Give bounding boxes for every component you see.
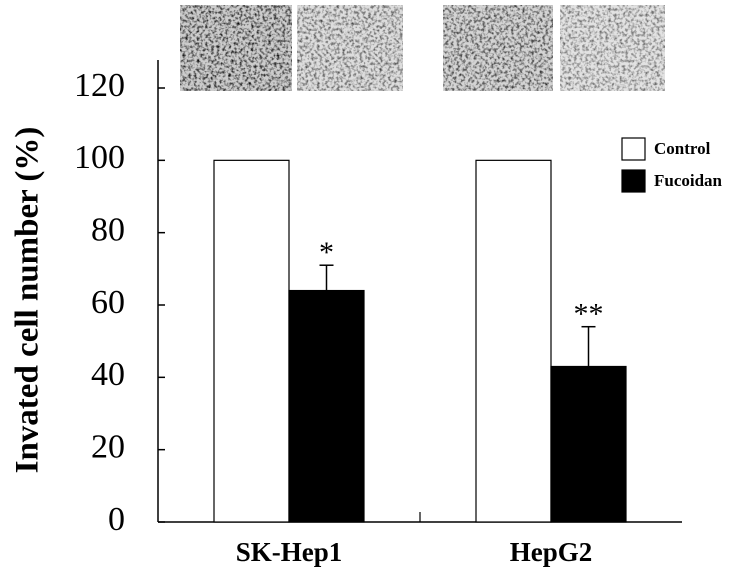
annotation: ** [574,298,604,331]
bar [213,159,290,523]
y-tick-label: 120 [74,67,125,104]
y-tick-label: 60 [91,284,125,321]
y-tick-label: 0 [108,501,125,538]
legend-swatch [621,169,646,193]
micrograph-texture [180,5,292,91]
micrograph-texture [560,5,665,91]
legend-label: Control [654,139,711,158]
legend-swatch [621,137,646,161]
y-tick-label: 80 [91,211,125,248]
bar [288,289,365,523]
x-tick-label: HepG2 [510,537,593,567]
legend-label: Fucoidan [654,171,723,190]
micrograph-texture [443,5,553,91]
x-tick-label: SK-Hep1 [236,537,343,567]
bar [475,159,552,523]
micrograph-texture [297,5,403,91]
y-tick-label: 40 [91,356,125,393]
micrographs [180,5,665,91]
y-tick-label: 100 [74,139,125,176]
y-axis-label: Invated cell number (%) [10,127,46,474]
y-tick-label: 20 [91,428,125,465]
annotation: * [319,236,334,269]
